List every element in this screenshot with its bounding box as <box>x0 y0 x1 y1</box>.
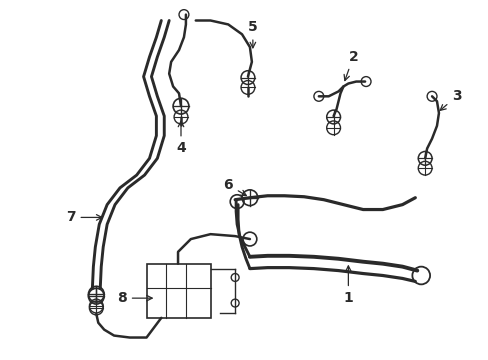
Text: 3: 3 <box>439 89 461 111</box>
Text: 4: 4 <box>176 121 185 156</box>
Text: 2: 2 <box>344 50 357 81</box>
Text: 5: 5 <box>247 21 257 48</box>
Text: 7: 7 <box>66 210 102 224</box>
Text: 8: 8 <box>117 291 152 305</box>
Text: 6: 6 <box>223 178 246 195</box>
Text: 1: 1 <box>343 266 352 305</box>
